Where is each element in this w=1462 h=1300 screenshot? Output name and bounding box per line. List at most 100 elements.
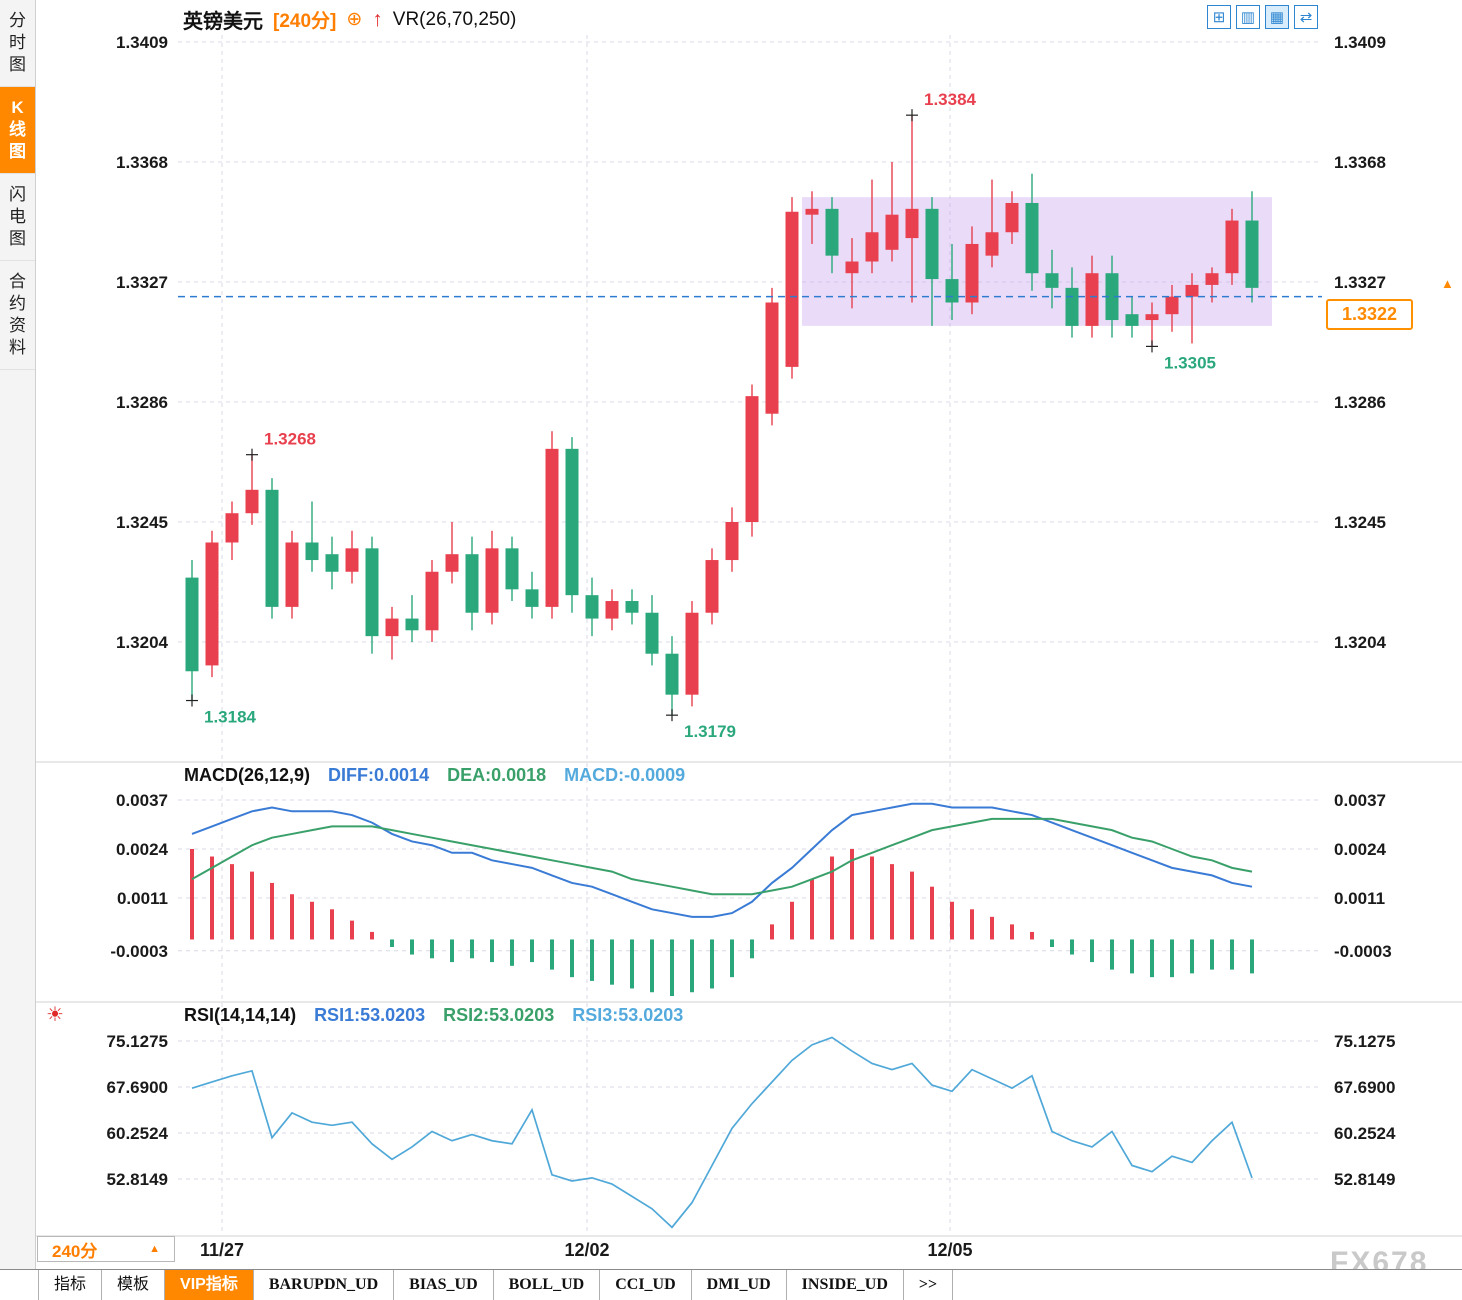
tab-indicators[interactable]: 指标 xyxy=(38,1270,103,1300)
sidebar: 分时图 K线图 闪电图 合约资料 xyxy=(0,0,36,1269)
candle-body xyxy=(1205,273,1219,285)
rsi-axis-label: 60.2524 xyxy=(1334,1124,1396,1143)
rsi-axis-label: 75.1275 xyxy=(107,1032,168,1051)
candle-body xyxy=(445,554,459,572)
sidebar-item-contract-info[interactable]: 合约资料 xyxy=(0,261,35,370)
price-annotation: 1.3305 xyxy=(1164,353,1216,372)
macd-diff-line xyxy=(191,802,1253,918)
price-axis-label: 1.3368 xyxy=(1334,153,1386,172)
rsi3-value: RSI3:53.0203 xyxy=(572,1005,684,1025)
tab-boll-ud[interactable]: BOLL_UD xyxy=(494,1270,601,1300)
candle-body xyxy=(805,208,819,215)
indicator-settings-icon[interactable]: ☀ xyxy=(46,1004,64,1026)
vr-indicator-label: VR(26,70,250) xyxy=(392,8,517,30)
candle-body xyxy=(745,396,759,522)
candle-body xyxy=(1045,273,1059,288)
macd-diff-value: DIFF:0.0014 xyxy=(328,765,430,785)
tab-vip-indicators[interactable]: VIP指标 xyxy=(165,1270,254,1300)
candle-body xyxy=(425,571,439,631)
rsi-axis-label: 67.6900 xyxy=(1334,1078,1395,1097)
candle-body xyxy=(1185,284,1199,297)
candle-body xyxy=(325,554,339,572)
price-tag-arrow-icon: ▲ xyxy=(1441,276,1454,291)
add-indicator-icon[interactable]: ⊕ xyxy=(346,9,363,30)
rsi-axis-label: 52.8149 xyxy=(1334,1170,1395,1189)
rsi-axis-label: 67.6900 xyxy=(107,1078,168,1097)
rsi1-value: RSI1:53.0203 xyxy=(314,1005,426,1025)
price-axis-label: 1.3327 xyxy=(116,273,168,292)
candle-body xyxy=(865,232,879,262)
layout-toolbar: ⊞ ▥ ▦ ⇄ xyxy=(1207,5,1318,29)
candle-body xyxy=(465,554,479,613)
period-selector-label: 240分 xyxy=(52,1241,98,1261)
grid-layout-icon[interactable]: ⊞ xyxy=(1207,5,1231,29)
macd-axis-label: -0.0003 xyxy=(110,942,168,961)
rsi-axis-label: 75.1275 xyxy=(1334,1032,1395,1051)
candle-body xyxy=(365,548,379,637)
macd-axis-label: 0.0037 xyxy=(1334,791,1386,810)
cycle-layout-icon[interactable]: ⇄ xyxy=(1294,5,1318,29)
tab-bias-ud[interactable]: BIAS_UD xyxy=(394,1270,494,1300)
tab-dmi-ud[interactable]: DMI_UD xyxy=(692,1270,787,1300)
candle-body xyxy=(985,232,999,256)
candle-body xyxy=(585,595,599,619)
price-annotation: 1.3384 xyxy=(924,90,977,109)
date-axis-label: 12/05 xyxy=(927,1240,972,1260)
rsi-title: RSI(14,14,14) xyxy=(184,1005,297,1025)
candle-body xyxy=(1245,220,1259,288)
candle-body xyxy=(225,513,239,543)
candle-body xyxy=(505,548,519,590)
sidebar-item-lightning[interactable]: 闪电图 xyxy=(0,174,35,261)
macd-dea-line xyxy=(191,817,1253,896)
tab-cci-ud[interactable]: CCI_UD xyxy=(600,1270,692,1300)
price-axis-label: 1.3409 xyxy=(1334,33,1386,52)
candle-body xyxy=(905,208,919,239)
period-selector[interactable]: 240分 ▲ xyxy=(37,1236,175,1262)
chart-panes-icon[interactable]: ▦ xyxy=(1265,5,1289,29)
candle-body xyxy=(1085,273,1099,326)
candle-body xyxy=(965,243,979,303)
macd-axis-label: 0.0037 xyxy=(116,791,168,810)
macd-panel-header: MACD(26,12,9) DIFF:0.0014 DEA:0.0018 MAC… xyxy=(184,765,685,786)
candle-body xyxy=(205,542,219,666)
price-axis-label: 1.3204 xyxy=(116,633,169,652)
candle-body xyxy=(685,612,699,695)
candle-body xyxy=(565,448,579,596)
macd-hist-value: MACD:-0.0009 xyxy=(564,765,686,785)
tab-more[interactable]: >> xyxy=(904,1270,954,1300)
candle-body xyxy=(1145,314,1159,321)
macd-title: MACD(26,12,9) xyxy=(184,765,311,785)
candle-body xyxy=(705,560,719,613)
price-axis-label: 1.3286 xyxy=(1334,393,1386,412)
candle-body xyxy=(645,612,659,654)
tab-inside-ud[interactable]: INSIDE_UD xyxy=(787,1270,904,1300)
period-selector-arrow-icon: ▲ xyxy=(149,1243,160,1255)
candle-body xyxy=(1165,296,1179,315)
macd-axis-label: 0.0011 xyxy=(117,889,168,908)
candle-body xyxy=(605,601,619,619)
sidebar-item-timeshare[interactable]: 分时图 xyxy=(0,0,35,87)
price-axis-label: 1.3245 xyxy=(116,513,168,532)
price-axis-label: 1.3245 xyxy=(1334,513,1386,532)
multi-pane-icon[interactable]: ▥ xyxy=(1236,5,1260,29)
macd-axis-label: 0.0024 xyxy=(116,840,169,859)
sidebar-item-kline[interactable]: K线图 xyxy=(0,87,35,174)
price-axis-label: 1.3286 xyxy=(116,393,168,412)
tab-barupdn-ud[interactable]: BARUPDN_UD xyxy=(254,1270,395,1300)
macd-axis-label: 0.0011 xyxy=(1334,889,1385,908)
macd-axis-label: 0.0024 xyxy=(1334,840,1387,859)
rsi2-value: RSI2:53.0203 xyxy=(443,1005,555,1025)
candle-body xyxy=(765,302,779,414)
rsi-panel-header: RSI(14,14,14) RSI1:53.0203 RSI2:53.0203 … xyxy=(184,1005,683,1026)
price-annotation: 1.3268 xyxy=(264,430,316,449)
current-price-badge: 1.3322 xyxy=(1326,299,1414,330)
macd-dea-value: DEA:0.0018 xyxy=(447,765,547,785)
candle-body xyxy=(825,208,839,256)
candle-body xyxy=(725,522,739,561)
price-axis-label: 1.3204 xyxy=(1334,633,1387,652)
tab-templates[interactable]: 模板 xyxy=(102,1270,166,1300)
period-label: [240分] xyxy=(273,11,337,32)
symbol-title: 英镑美元 xyxy=(183,11,263,33)
